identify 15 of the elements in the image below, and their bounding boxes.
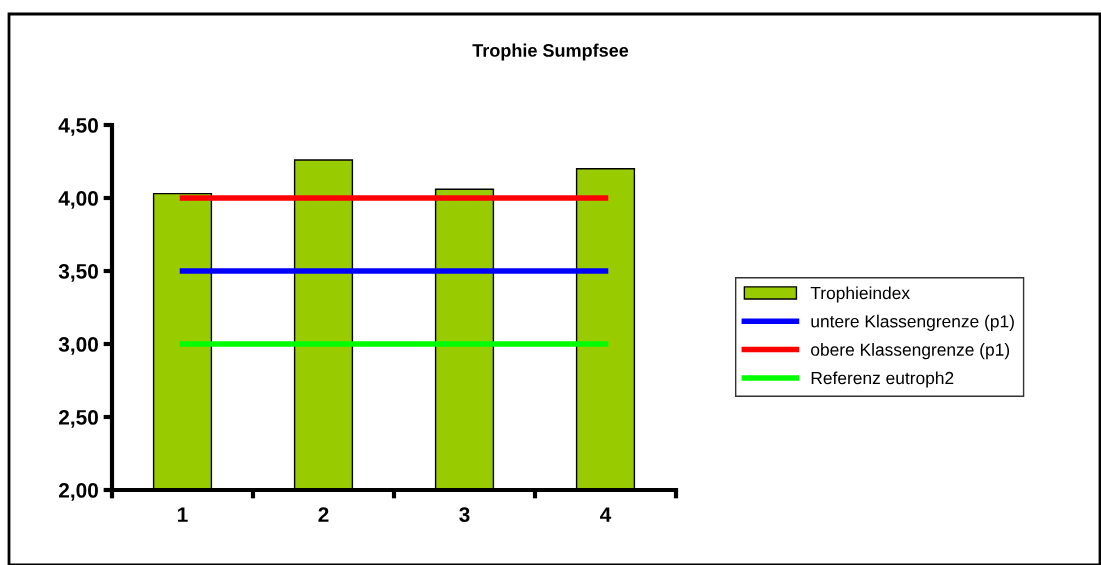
legend-label: obere Klassengrenze (p1) [811, 343, 1010, 360]
y-tick-label: 4,00 [58, 191, 98, 209]
y-tick-label: 2,50 [58, 410, 98, 428]
x-tick-label: 4 [600, 507, 612, 522]
y-tick-label: 3,50 [58, 264, 98, 282]
legend-label: Trophieindex [810, 286, 910, 303]
x-tick-label: 3 [459, 507, 470, 522]
legend-label: untere Klassengrenze (p1) [811, 314, 1014, 331]
x-tick-label: 2 [318, 507, 329, 522]
x-tick-label: 1 [178, 507, 188, 522]
y-tick-label: 2,00 [58, 483, 98, 501]
y-tick-label: 3,00 [58, 337, 98, 355]
chart-title: Trophie Sumpfsee [472, 43, 629, 61]
legend-label: Referenz eutroph2 [811, 371, 954, 388]
y-tick-label: 4,50 [58, 118, 98, 136]
